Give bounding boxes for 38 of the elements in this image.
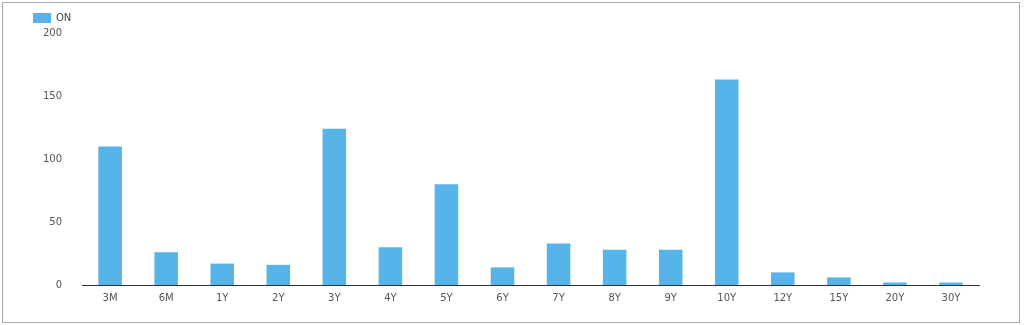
bar [210, 263, 234, 285]
x-tick-label: 12Y [773, 291, 794, 303]
x-tick-label: 9Y [664, 291, 678, 303]
x-tick-label: 6Y [496, 291, 510, 303]
bar [154, 252, 178, 285]
x-tick-label: 10Y [717, 291, 738, 303]
x-tick-label: 30Y [941, 291, 962, 303]
y-tick-label: 50 [49, 215, 63, 227]
x-tick-label: 7Y [552, 291, 566, 303]
bar [827, 277, 851, 285]
bar [266, 264, 291, 285]
x-tick-label: 2Y [272, 291, 286, 303]
y-tick-label: 200 [42, 26, 63, 38]
x-tick-label: 20Y [885, 291, 906, 303]
x-tick-label: 5Y [440, 291, 454, 303]
legend-label: ON [56, 11, 72, 23]
x-tick-label: 1Y [215, 291, 230, 303]
y-tick-label: 100 [42, 152, 63, 164]
bar [658, 249, 683, 285]
bar [939, 282, 963, 285]
bar [883, 282, 907, 285]
y-tick-label: 0 [55, 278, 63, 290]
x-tick-label: 3M [102, 291, 118, 303]
bar [378, 247, 403, 285]
bar [602, 249, 627, 285]
bar [98, 146, 122, 285]
x-tick-label: 15Y [829, 291, 850, 303]
x-tick-label: 8Y [608, 291, 622, 303]
x-tick-label: 3Y [328, 291, 342, 303]
bar [434, 184, 459, 285]
bar [714, 79, 739, 285]
x-tick-label: 4Y [384, 291, 398, 303]
bar [490, 267, 515, 285]
y-tick-label: 150 [42, 89, 63, 101]
bar [322, 128, 347, 285]
bar [546, 243, 571, 285]
bar [771, 272, 795, 285]
x-tick-label: 6M [158, 291, 174, 303]
